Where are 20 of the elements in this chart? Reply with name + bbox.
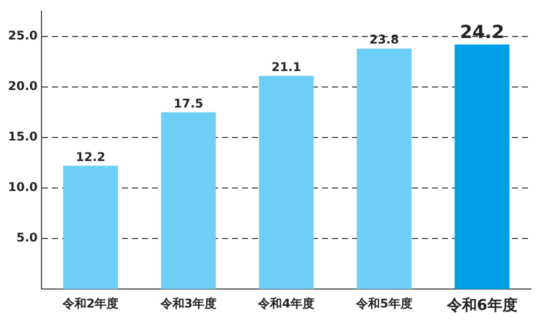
bar bbox=[161, 112, 216, 289]
x-tick-label: 令和4年度 bbox=[257, 296, 314, 310]
data-label: 23.8 bbox=[369, 32, 399, 47]
bar bbox=[454, 44, 510, 289]
data-label: 21.1 bbox=[272, 60, 302, 74]
y-tick-label: 15.0 bbox=[8, 130, 38, 144]
data-label: 12.2 bbox=[76, 150, 106, 164]
bar bbox=[258, 76, 314, 289]
bar bbox=[63, 166, 118, 289]
data-label: 17.5 bbox=[174, 96, 204, 110]
y-tick-label: 10.0 bbox=[8, 180, 38, 194]
x-tick-label: 令和6年度 bbox=[446, 296, 518, 314]
bar bbox=[356, 48, 412, 289]
y-tick-label: 20.0 bbox=[8, 79, 38, 94]
data-label: 24.2 bbox=[460, 22, 504, 44]
x-tick-label: 令和3年度 bbox=[159, 296, 217, 310]
x-tick-label: 令和2年度 bbox=[61, 296, 119, 310]
y-tick-label: 5.0 bbox=[16, 230, 38, 245]
y-tick-label: 25.0 bbox=[8, 28, 38, 43]
x-tick-label: 令和5年度 bbox=[355, 296, 412, 310]
